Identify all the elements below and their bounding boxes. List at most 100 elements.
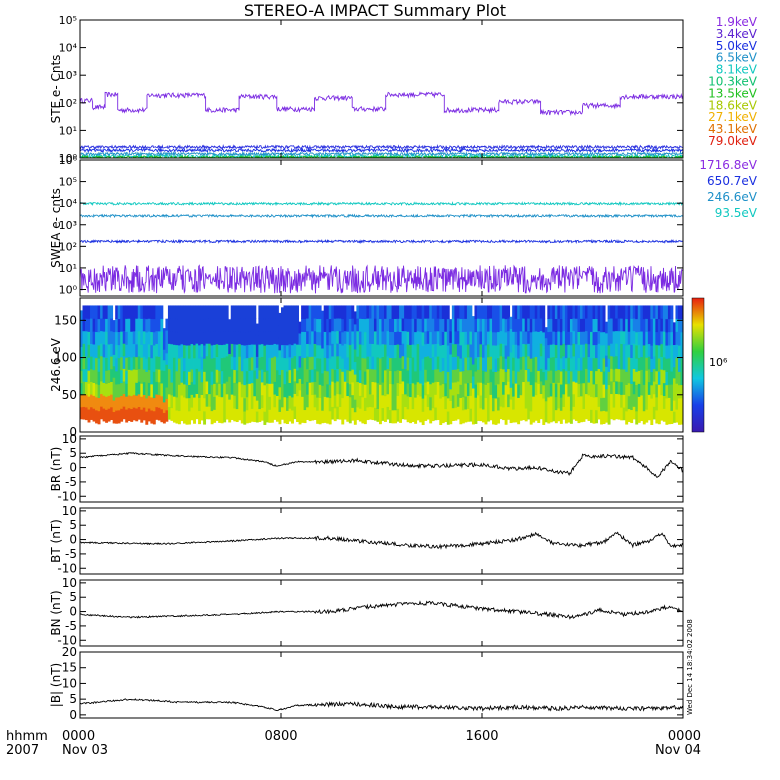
heatmap-cell <box>293 380 297 394</box>
heatmap-cell <box>147 382 151 396</box>
heatmap-cell <box>552 331 556 345</box>
heatmap-cell <box>110 356 114 370</box>
heatmap-cell <box>667 331 671 346</box>
heatmap-cell <box>283 357 287 372</box>
plot-area <box>80 305 683 426</box>
heatmap-cell <box>642 358 646 372</box>
heatmap-cell <box>125 370 129 384</box>
heatmap-cell <box>414 305 418 320</box>
heatmap-cell <box>87 409 91 423</box>
heatmap-cell <box>577 318 581 332</box>
heatmap-cell <box>492 305 495 320</box>
heatmap-cell <box>213 357 217 371</box>
heatmap-cell <box>484 397 488 412</box>
heatmap-cell <box>255 334 259 346</box>
heatmap-cell <box>386 355 390 370</box>
heatmap-cell <box>494 411 498 425</box>
heatmap-cell <box>474 357 478 372</box>
heatmap-cell <box>479 343 483 358</box>
heatmap-cell <box>675 344 679 358</box>
heatmap-cell <box>482 370 485 384</box>
heatmap-cell <box>406 370 410 384</box>
heatmap-cell <box>92 318 96 332</box>
heatmap-cell <box>537 409 541 423</box>
heatmap-cell <box>195 305 199 319</box>
heatmap-cell <box>514 396 518 410</box>
heatmap-cell <box>426 381 430 395</box>
heatmap-cell <box>253 318 257 332</box>
heatmap-cell <box>245 409 249 424</box>
heatmap-cell <box>238 356 242 370</box>
heatmap-cell <box>321 335 325 349</box>
heatmap-cell <box>675 370 679 384</box>
heatmap-cell <box>670 357 674 372</box>
heatmap-cell <box>238 381 242 395</box>
heatmap-cell <box>183 383 186 398</box>
heatmap-cell <box>645 396 649 410</box>
heatmap-cell <box>260 369 264 383</box>
heatmap-cell <box>200 330 204 345</box>
heatmap-cell <box>600 344 603 359</box>
heatmap-cell <box>577 305 581 319</box>
heatmap-cell <box>358 395 362 409</box>
heatmap-cell <box>135 369 139 383</box>
heatmap-cell <box>215 382 219 396</box>
heatmap-cell <box>356 356 360 370</box>
heatmap-cell <box>293 393 297 407</box>
heatmap-cell <box>620 407 624 421</box>
heatmap-cell <box>585 406 588 420</box>
heatmap-cell <box>87 305 91 319</box>
heatmap-cell <box>524 318 528 332</box>
heatmap-cell <box>175 318 179 333</box>
heatmap-cell <box>132 368 136 383</box>
heatmap-cell <box>572 381 576 395</box>
heatmap-cell <box>132 356 136 370</box>
heatmap-cell <box>240 357 244 372</box>
heatmap-cell <box>170 407 174 421</box>
heatmap-cell <box>617 406 621 420</box>
heatmap-cell <box>183 331 186 346</box>
heatmap-cell <box>479 318 483 332</box>
legend-item-ste: 79.0keV <box>708 134 758 148</box>
heatmap-cell <box>625 331 629 346</box>
y-tick-label: 100 <box>54 351 77 365</box>
heatmap-cell <box>210 305 214 320</box>
heatmap-cell <box>376 305 380 319</box>
heatmap-cell <box>464 370 468 384</box>
heatmap-cell <box>371 368 375 383</box>
heatmap-cell <box>351 343 355 357</box>
heatmap-cell <box>132 394 136 408</box>
heatmap-cell <box>298 321 302 334</box>
heatmap-cell <box>494 384 498 399</box>
heatmap-cell <box>547 318 551 333</box>
heatmap-cell <box>210 331 214 346</box>
heatmap-cell <box>145 397 149 412</box>
heatmap-cell <box>607 371 611 386</box>
heatmap-cell <box>680 358 683 372</box>
heatmap-cell <box>268 344 272 358</box>
heatmap-cell <box>384 382 387 397</box>
heatmap-cell <box>321 397 325 411</box>
heatmap-cell <box>228 330 232 343</box>
heatmap-cell <box>112 331 116 344</box>
heatmap-cell <box>175 370 179 385</box>
heatmap-cell <box>489 305 493 319</box>
heatmap-cell <box>223 331 227 345</box>
heatmap-cell <box>358 331 362 345</box>
y-tick-label: 15 <box>62 661 77 675</box>
heatmap-cell <box>210 318 214 333</box>
heatmap-cell <box>363 397 367 411</box>
heatmap-cell <box>102 369 106 383</box>
heatmap-cell <box>268 409 272 423</box>
heatmap-cell <box>127 394 131 409</box>
heatmap-cell <box>655 344 659 359</box>
heatmap-cell <box>474 371 478 385</box>
heatmap-cell <box>431 394 435 409</box>
heatmap-cell <box>466 382 470 397</box>
heatmap-cell <box>552 356 556 371</box>
heatmap-cell <box>263 371 267 386</box>
heatmap-cell <box>363 305 367 320</box>
